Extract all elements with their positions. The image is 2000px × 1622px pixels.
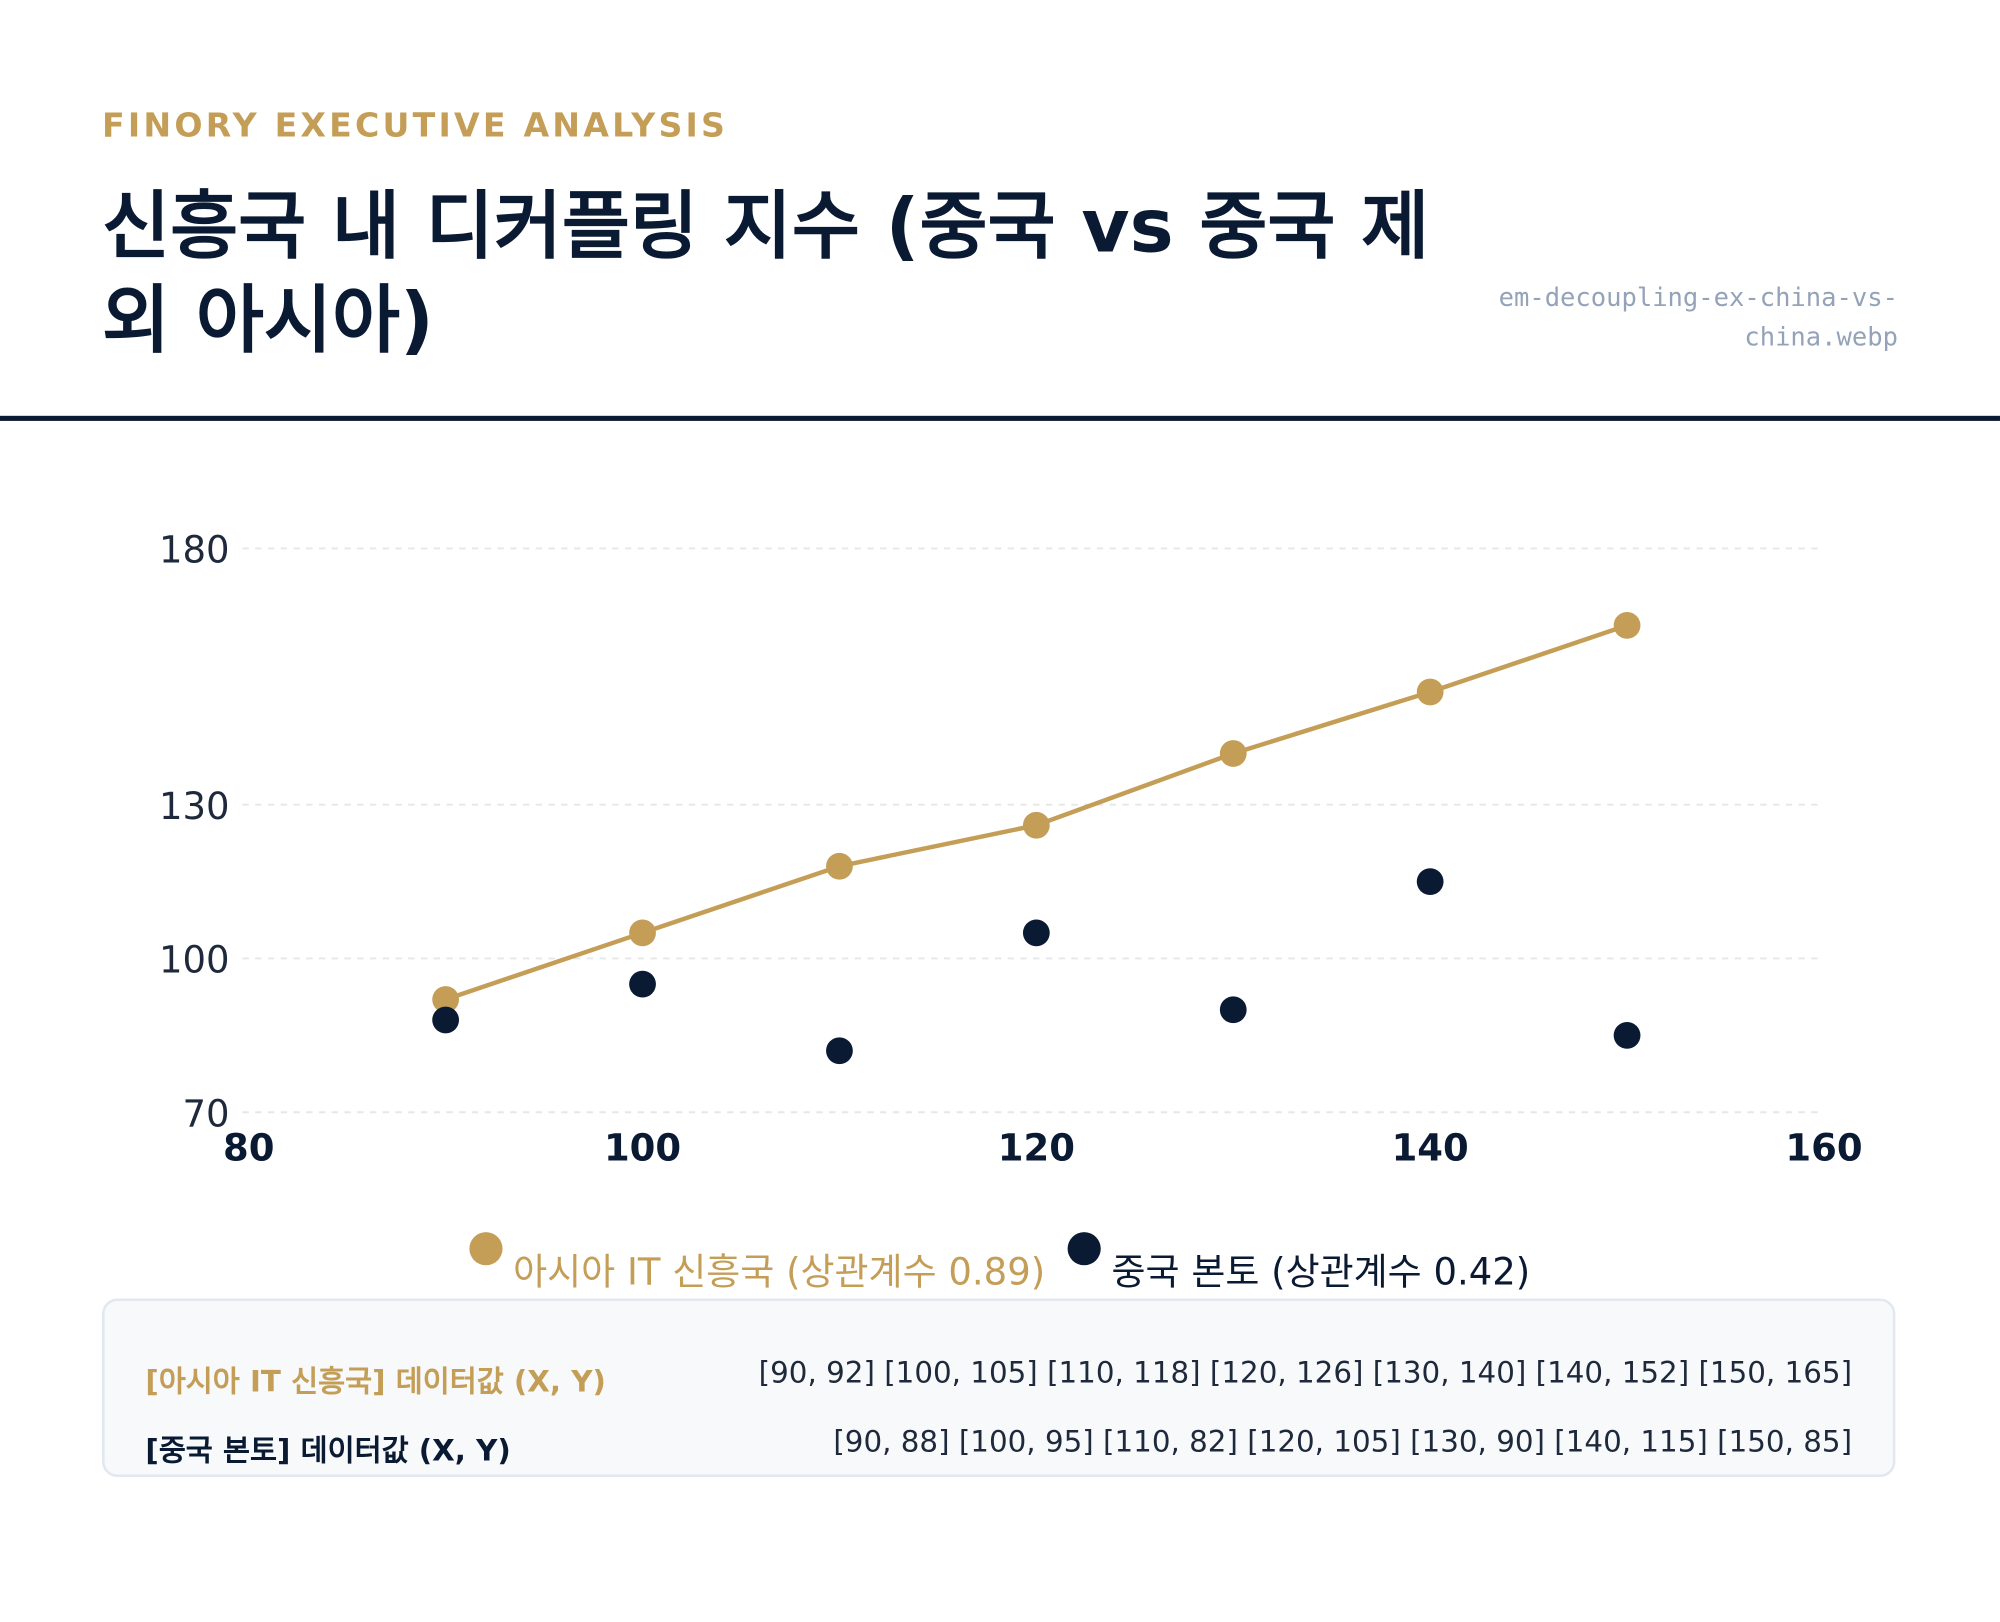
- row-values: [90, 92] [100, 105] [110, 118] [120, 126…: [758, 1357, 1853, 1391]
- data-point-china: [826, 1037, 853, 1065]
- y-tick-label: 130: [159, 785, 230, 828]
- x-tick-label: 80: [223, 1127, 274, 1170]
- data-point-asia: [826, 852, 853, 880]
- data-point-china: [432, 1006, 460, 1034]
- row-label: [아시아 IT 신흥국] 데이터값 (X, Y): [145, 1366, 606, 1400]
- x-tick-label: 160: [1785, 1127, 1862, 1170]
- filename: em-decoupling-ex-china-vs-china.webp: [1498, 281, 1898, 353]
- data-point-china: [1416, 868, 1444, 895]
- header-divider: [0, 415, 2000, 421]
- y-tick-label: 70: [183, 1092, 230, 1135]
- legend-marker-china: [1068, 1232, 1102, 1266]
- data-point-asia: [1022, 811, 1050, 839]
- legend-item-asia[interactable]: 아시아 IT 신흥국 (상관계수 0.89): [469, 1224, 1046, 1295]
- table-row: [아시아 IT 신흥국] 데이터값 (X, Y) [90, 92] [100, …: [145, 1357, 1852, 1400]
- legend-marker-asia: [469, 1232, 503, 1266]
- data-point-china: [1613, 1021, 1641, 1049]
- x-tick-label: 140: [1392, 1127, 1469, 1170]
- data-point-asia: [1219, 740, 1247, 767]
- x-tick-label: 100: [604, 1127, 681, 1170]
- table-row: [중국 본토] 데이터값 (X, Y) [90, 88] [100, 95] […: [145, 1426, 1852, 1469]
- y-tick-label: 180: [159, 528, 230, 571]
- data-point-asia: [432, 986, 460, 1013]
- legend-label-asia: 아시아 IT 신흥국 (상관계수 0.89): [513, 1249, 1046, 1294]
- legend: 아시아 IT 신흥국 (상관계수 0.89) 중국 본토 (상관계수 0.42): [0, 1224, 2000, 1295]
- data-point-china: [1219, 996, 1247, 1024]
- data-point-asia: [629, 919, 656, 947]
- data-table: [아시아 IT 신흥국] 데이터값 (X, Y) [90, 92] [100, …: [102, 1298, 1896, 1478]
- kicker: FINORY EXECUTIVE ANALYSIS: [102, 107, 729, 146]
- legend-item-china[interactable]: 중국 본토 (상관계수 0.42): [1068, 1224, 1530, 1295]
- data-point-asia: [1613, 611, 1641, 639]
- row-values: [90, 88] [100, 95] [110, 82] [120, 105] …: [833, 1426, 1853, 1460]
- data-point-china: [1022, 919, 1050, 947]
- data-point-asia: [1416, 678, 1444, 706]
- y-tick-label: 100: [159, 939, 230, 982]
- page-title: 신흥국 내 디커플링 지수 (중국 vs 중국 제외 아시아): [102, 182, 1430, 364]
- x-tick-label: 120: [998, 1127, 1075, 1170]
- data-point-china: [629, 970, 656, 998]
- row-label: [중국 본토] 데이터값 (X, Y): [145, 1434, 511, 1469]
- legend-label-china: 중국 본토 (상관계수 0.42): [1111, 1249, 1531, 1294]
